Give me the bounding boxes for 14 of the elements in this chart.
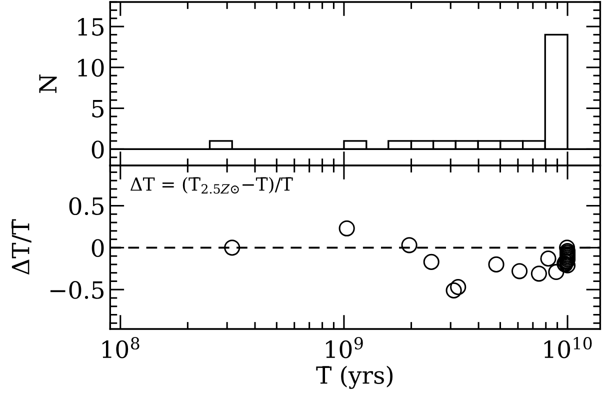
x-tick-label: 10$^{9}$ [326,337,363,358]
y-tick-label: 0 [92,140,104,158]
y-tick-label: 15 [78,18,104,36]
x-tick-label: 10$^{8}$ [102,337,140,358]
y-tick-label: 5 [92,100,104,118]
y-tick-label: 0.5 [69,197,104,216]
x-axis-title: T̄ (yrs) [316,366,393,389]
y-tick-label: 0 [92,239,104,257]
x-tick-label: 10$^{10}$ [544,337,592,358]
annotation: ΔT = (T̄$_{2.5Z⊙}$−T̄)/T̄ [130,176,293,194]
y-tick-label: 10 [78,58,104,77]
y-axis-title: N [39,74,57,93]
y-axis-title: ΔT/T̄ [12,219,32,275]
y-tick-label: −0.5 [50,281,104,299]
